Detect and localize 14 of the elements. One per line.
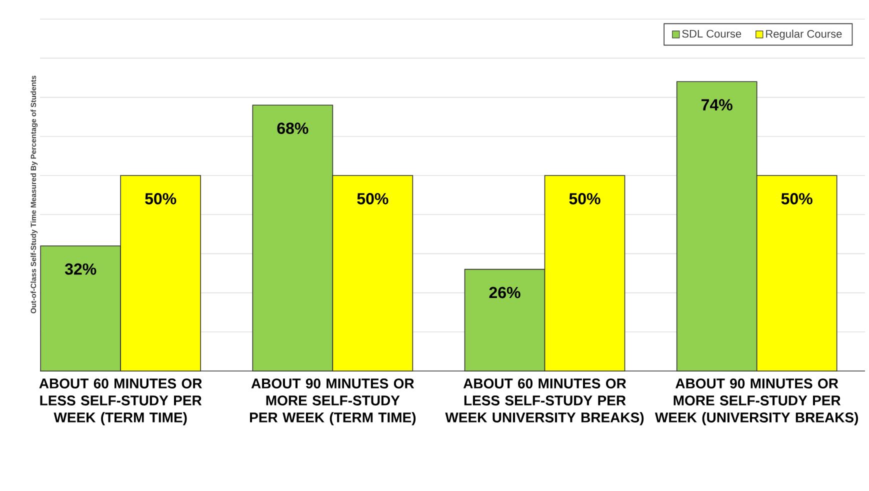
x-tick-label: ABOUT 90 MINUTES OR MORE SELF-STUDY PER WEEK (UNIVERSITY BREAKS) [654, 378, 858, 426]
data-label: 74% [702, 99, 732, 110]
x-tick-label: ABOUT 90 MINUTES OR MORE SELF-STUDY PER WEEK (TERM TIME) [250, 378, 416, 426]
data-label: 50% [357, 193, 388, 204]
data-label: 26% [489, 286, 520, 298]
legend-label: Regular Course [766, 30, 842, 40]
data-label: 50% [569, 193, 600, 204]
x-tick-label: ABOUT 60 MINUTES OR LESS SELF-STUDY PER WEEK UNIVERSITY BREAKS) [445, 378, 644, 426]
x-tick-label: ABOUT 60 MINUTES OR LESS SELF-STUDY PER WEEK (TERM TIME) [39, 378, 202, 426]
data-label: 32% [64, 263, 96, 275]
data-label: 50% [145, 193, 176, 204]
legend-label: SDL Course [682, 30, 742, 38]
data-label: 68% [277, 122, 308, 134]
data-label: 50% [781, 193, 812, 204]
